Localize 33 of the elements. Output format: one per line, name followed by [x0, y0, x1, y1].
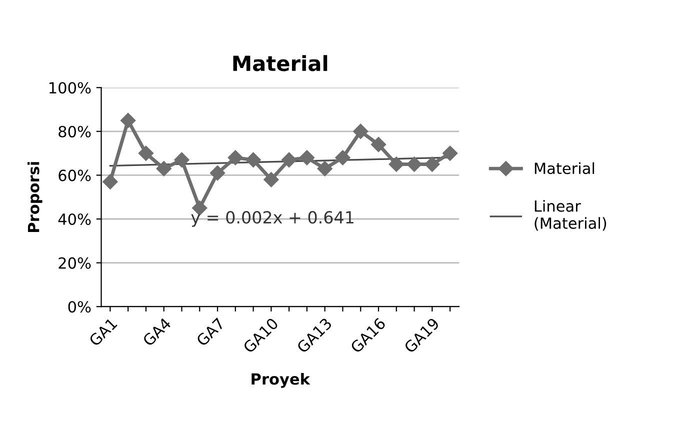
point	[406, 156, 422, 172]
legend-label: Linear (Material)	[534, 200, 606, 231]
y-tick-label: 60%	[58, 170, 91, 182]
x-tick-label: GA1	[88, 318, 118, 347]
point	[156, 161, 172, 176]
point	[442, 146, 458, 161]
legend-label: Material	[534, 162, 594, 174]
point	[138, 146, 154, 161]
y-tick-label: 40%	[58, 213, 91, 226]
y-tick-label: 20%	[58, 257, 91, 269]
x-axis-title: Proyek	[252, 372, 310, 388]
point	[282, 152, 297, 168]
point	[299, 150, 315, 166]
point	[353, 124, 368, 139]
y-tick-label: 80%	[58, 126, 91, 138]
chart-title: Material	[233, 55, 328, 72]
point	[174, 152, 190, 168]
point	[424, 156, 440, 172]
annotation: y = 0.002x + 0.641	[191, 211, 354, 227]
y-tick-label: 100%	[50, 82, 91, 94]
point	[102, 174, 118, 190]
point	[335, 150, 350, 166]
point	[210, 165, 226, 181]
point	[192, 200, 208, 216]
point	[264, 172, 279, 188]
y-axis-title: Proporsi	[28, 162, 42, 232]
y-tick-label: 0%	[68, 301, 91, 313]
point	[120, 112, 136, 128]
point	[228, 150, 243, 166]
point	[317, 161, 332, 176]
point	[388, 156, 404, 172]
point	[370, 136, 386, 152]
point	[246, 152, 261, 168]
